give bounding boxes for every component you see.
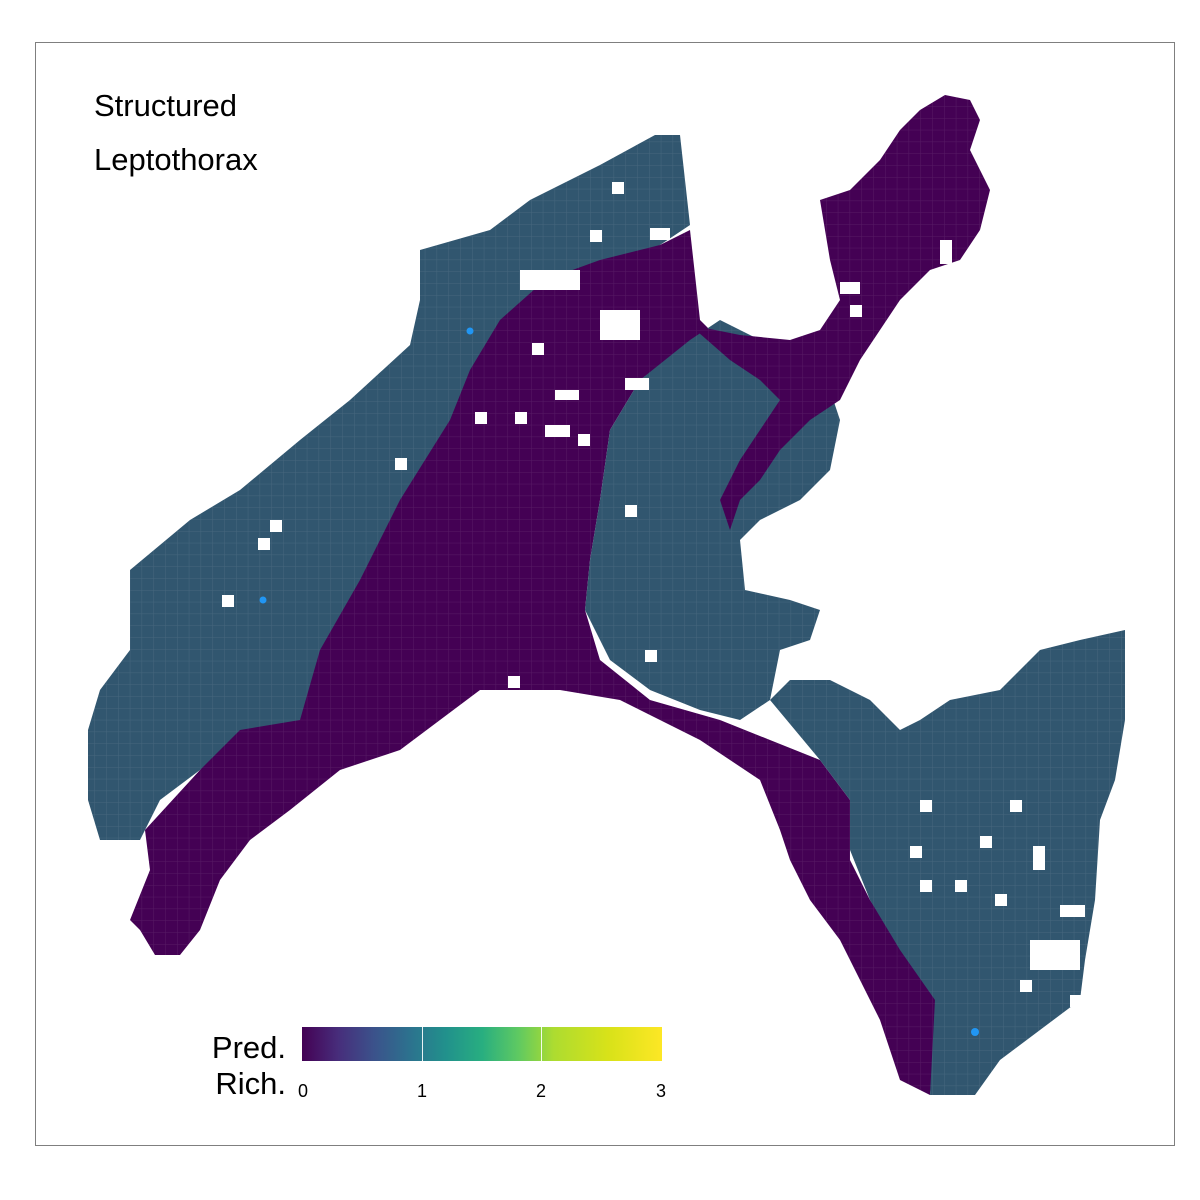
- occurrence-point: [466, 327, 474, 335]
- colorbar-tick-1: [422, 1027, 423, 1061]
- map-title-line-1: Structured: [94, 88, 238, 123]
- colorbar-label-1: 1: [416, 1081, 427, 1101]
- grid-overlay: [80, 90, 1140, 1100]
- colorbar-label-0: 0: [297, 1081, 308, 1101]
- colorbar-label-2: 2: [535, 1081, 546, 1101]
- occurrence-point: [971, 1028, 979, 1036]
- occurrence-point: [259, 596, 267, 604]
- no-data-cells: [222, 182, 1085, 1007]
- occurrence-points: [259, 327, 979, 1036]
- legend-colorbar: [302, 1027, 662, 1061]
- map-title-line-2: Leptothorax: [94, 142, 258, 177]
- colorbar-label-3: 3: [655, 1081, 666, 1101]
- legend-title-line-2: Rich.: [215, 1066, 286, 1101]
- legend-title-line-1: Pred.: [211, 1030, 286, 1065]
- colorbar-tick-2: [541, 1027, 542, 1061]
